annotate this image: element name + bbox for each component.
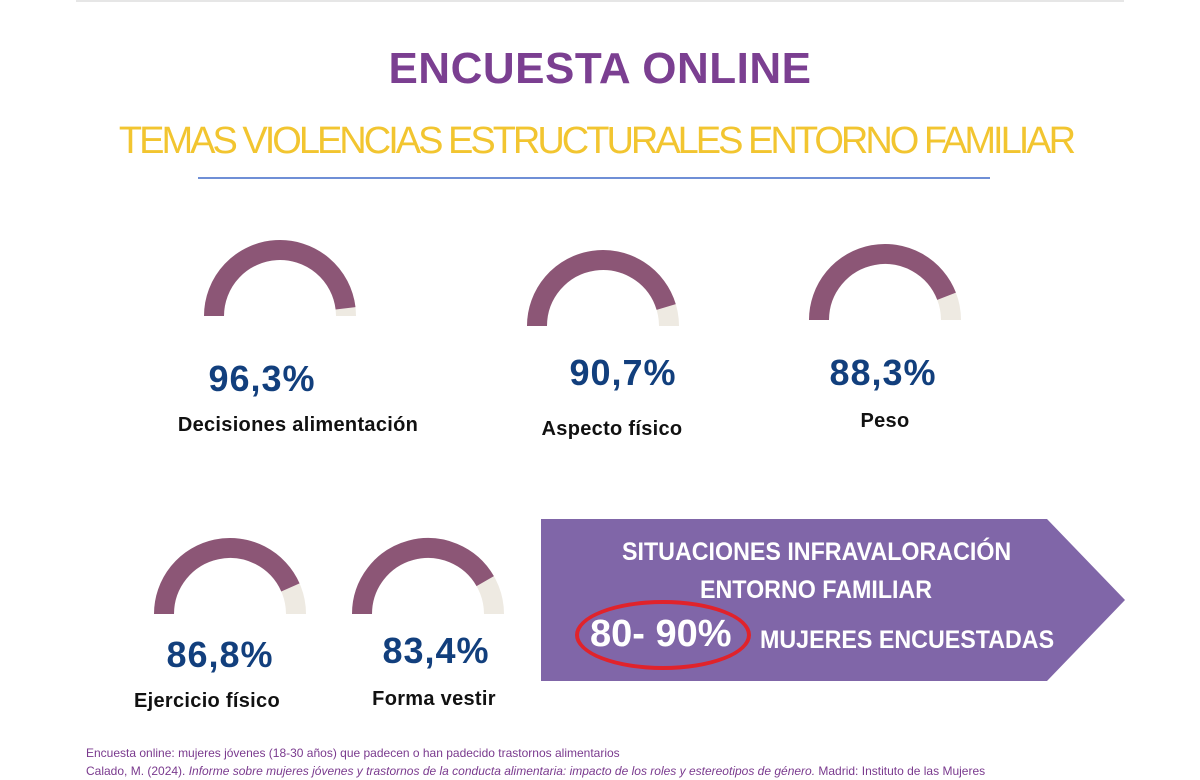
banner-line-2: ENTORNO FAMILIAR bbox=[700, 576, 933, 604]
gauge-ejercicio-fisico bbox=[150, 528, 310, 624]
gauge-fill bbox=[527, 250, 676, 327]
footer-source: Calado, M. (2024). Informe sobre mujeres… bbox=[86, 764, 985, 778]
gauge-decisiones-alimentacion bbox=[200, 230, 360, 326]
gauge-forma-vestir bbox=[348, 528, 508, 624]
source-prefix: Calado, M. (2024). bbox=[86, 764, 189, 778]
source-suffix: Madrid: Instituto de las Mujeres bbox=[815, 764, 986, 778]
gauge-fill bbox=[352, 538, 494, 615]
top-rule bbox=[76, 0, 1124, 2]
gauge-svg bbox=[527, 250, 679, 327]
banner-line-1: SITUACIONES INFRAVALORACIÓN bbox=[622, 538, 1012, 566]
gauge-svg bbox=[809, 244, 961, 321]
gauge-fill bbox=[204, 240, 356, 317]
footer-note: Encuesta online: mujeres jóvenes (18-30 … bbox=[86, 746, 620, 760]
value-aspecto-fisico: 90,7% bbox=[569, 352, 677, 393]
label-peso: Peso bbox=[860, 410, 910, 432]
value-ejercicio-fisico: 86,8% bbox=[166, 634, 274, 675]
value-forma-vestir: 83,4% bbox=[382, 630, 490, 671]
source-title: Informe sobre mujeres jóvenes y trastorn… bbox=[188, 764, 816, 778]
label-aspecto-fisico: Aspecto físico bbox=[541, 418, 683, 440]
page-subtitle: TEMAS VIOLENCIAS ESTRUCTURALES ENTORNO F… bbox=[118, 120, 1076, 162]
gauge-peso bbox=[805, 234, 965, 330]
gauge-svg bbox=[352, 538, 504, 615]
label-ejercicio-fisico: Ejercicio físico bbox=[134, 690, 280, 712]
gauge-svg bbox=[204, 240, 356, 317]
gauge-fill bbox=[809, 244, 956, 321]
gauge-svg bbox=[154, 538, 306, 615]
title-divider bbox=[198, 177, 990, 179]
gauge-fill bbox=[154, 538, 300, 615]
value-decisiones-alimentacion: 96,3% bbox=[208, 358, 316, 399]
gauge-aspecto-fisico bbox=[523, 240, 683, 336]
highlight-circle bbox=[575, 600, 751, 670]
label-forma-vestir: Forma vestir bbox=[372, 688, 496, 710]
value-peso: 88,3% bbox=[829, 352, 937, 393]
page-title: ENCUESTA ONLINE bbox=[388, 44, 812, 93]
banner-line-3: MUJERES ENCUESTADAS bbox=[760, 626, 1055, 654]
label-decisiones-alimentacion: Decisiones alimentación bbox=[177, 414, 419, 436]
